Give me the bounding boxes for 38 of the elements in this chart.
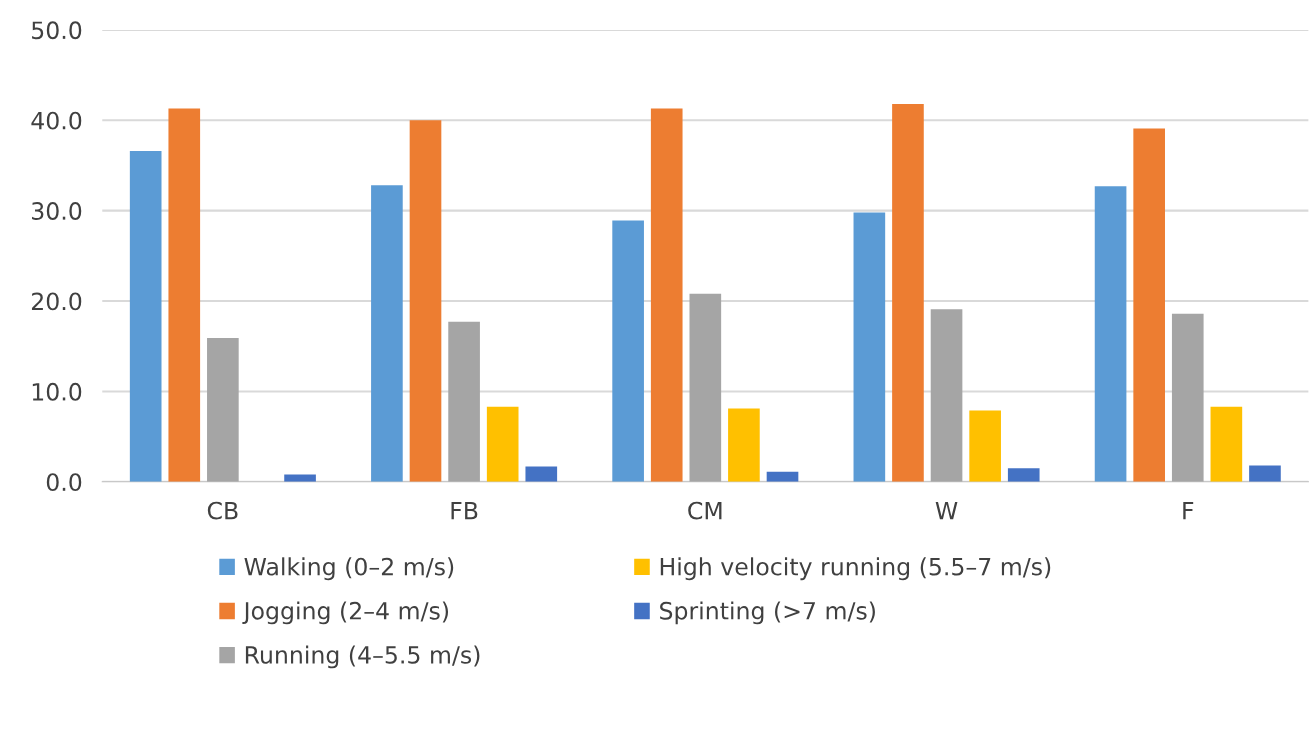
bar xyxy=(129,151,162,482)
bar xyxy=(612,220,644,482)
bar xyxy=(1094,186,1127,482)
bar xyxy=(728,408,760,482)
bar xyxy=(1210,406,1243,482)
y-tick-label: 50.0 xyxy=(32,21,82,40)
bar xyxy=(650,108,683,482)
bar xyxy=(930,309,963,482)
y-tick-label: 30.0 xyxy=(32,202,82,220)
bar xyxy=(371,185,403,482)
y-tick-label: 20.0 xyxy=(31,292,82,311)
bar xyxy=(525,466,558,482)
y-tick-label: 40.0 xyxy=(31,111,82,130)
bar xyxy=(1133,128,1165,482)
bar xyxy=(168,108,201,482)
bar xyxy=(892,104,924,482)
y-tick-label: 0.0 xyxy=(46,473,82,492)
legend-label: Walking (0–2 m/s) xyxy=(244,557,454,581)
bar xyxy=(409,120,442,482)
legend-label: High velocity running (5.5–7 m/s) xyxy=(660,557,1051,581)
y-tick-label: 10.0 xyxy=(32,382,82,401)
bar xyxy=(1249,465,1281,482)
x-tick-label: FB xyxy=(451,501,478,520)
bar xyxy=(853,212,886,482)
x-tick-label: CB xyxy=(207,501,238,520)
bar xyxy=(969,410,1001,482)
legend-label: Jogging (2–4 m/s) xyxy=(242,601,449,625)
legend-label: Running (4–5.5 m/s) xyxy=(245,645,480,669)
bar xyxy=(486,406,519,482)
x-tick-label: CM xyxy=(688,501,722,520)
bar xyxy=(1007,468,1040,482)
bar xyxy=(448,321,480,482)
legend-label: Sprinting (>7 m/s) xyxy=(660,601,875,625)
x-tick-label: W xyxy=(935,501,958,520)
bar xyxy=(1171,313,1204,482)
x-tick-label: F xyxy=(1183,501,1194,520)
bar xyxy=(207,338,239,482)
bar xyxy=(689,293,722,482)
